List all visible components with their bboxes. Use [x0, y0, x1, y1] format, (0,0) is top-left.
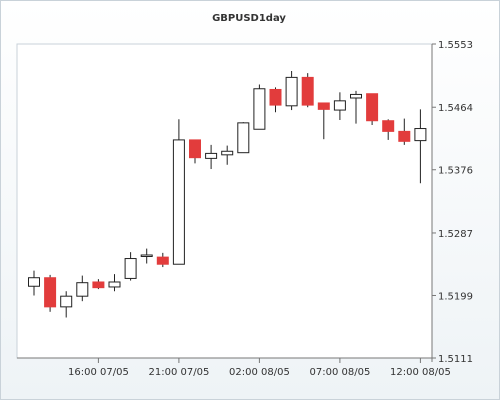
- y-tick-label: 1.5111: [438, 354, 473, 365]
- candle: [221, 145, 234, 165]
- candle-body: [366, 93, 379, 122]
- plot-background: [16, 43, 433, 359]
- candle-body: [221, 150, 234, 156]
- candle-body: [253, 88, 266, 130]
- candle-body: [140, 254, 153, 257]
- candle: [382, 119, 395, 140]
- chart-title: GBPUSD1day: [212, 13, 286, 24]
- candle: [28, 270, 40, 296]
- candle: [398, 118, 411, 145]
- candle-body: [382, 120, 395, 132]
- candle: [350, 90, 362, 124]
- candle-body: [414, 128, 427, 142]
- y-tick-label: 1.5376: [438, 166, 473, 177]
- y-tick-label: 1.5287: [438, 229, 473, 240]
- candle-body: [285, 76, 298, 107]
- candle-body: [205, 152, 218, 159]
- candle-body: [398, 130, 411, 142]
- candle: [414, 109, 427, 184]
- candle-body: [108, 281, 121, 288]
- candle: [269, 87, 282, 113]
- plot-area: [16, 43, 433, 359]
- candle: [205, 144, 218, 170]
- x-tick-label: 12:00 08/05: [390, 367, 451, 378]
- x-tick-label: 07:00 08/05: [309, 367, 370, 378]
- candle-body: [124, 258, 137, 279]
- candle-body: [350, 93, 362, 99]
- candle-body: [317, 102, 330, 110]
- candle: [92, 279, 105, 290]
- candle: [189, 139, 201, 164]
- candle: [366, 93, 379, 125]
- y-axis: 1.5553 1.5464 1.5376 1.5287 1.5199 1.5111: [431, 40, 473, 365]
- candle-body: [269, 88, 282, 106]
- candle-body: [60, 295, 73, 308]
- candle-body: [44, 277, 57, 308]
- candle-body: [92, 281, 105, 289]
- candle-body: [172, 139, 185, 265]
- x-axis: 16:00 07/05 21:00 07/05 02:00 08/05 07:00 0…: [17, 357, 451, 378]
- candle: [76, 275, 89, 302]
- x-tick-label: 21:00 07/05: [148, 367, 209, 378]
- candle-body: [333, 100, 346, 111]
- candle: [172, 119, 185, 265]
- candle-body: [301, 76, 314, 106]
- candle: [285, 70, 298, 111]
- x-tick-label: 16:00 07/05: [68, 367, 129, 378]
- candle: [108, 274, 121, 292]
- candle: [156, 252, 169, 268]
- candle: [60, 291, 73, 318]
- candles: [28, 70, 427, 318]
- candle-body: [76, 282, 89, 297]
- candle: [333, 92, 346, 121]
- candle-body: [28, 277, 40, 287]
- y-tick-label: 1.5464: [438, 103, 473, 114]
- candle: [124, 252, 137, 281]
- candle: [237, 122, 250, 154]
- candle: [140, 248, 153, 264]
- candle: [301, 73, 314, 108]
- candle: [253, 84, 266, 130]
- candle-body: [237, 122, 250, 154]
- y-tick-label: 1.5553: [438, 40, 473, 51]
- candle: [44, 274, 57, 312]
- candle-body: [156, 256, 169, 265]
- y-tick-label: 1.5199: [438, 291, 473, 302]
- candle: [317, 102, 330, 140]
- candle-body: [189, 139, 201, 159]
- x-tick-label: 02:00 08/05: [229, 367, 290, 378]
